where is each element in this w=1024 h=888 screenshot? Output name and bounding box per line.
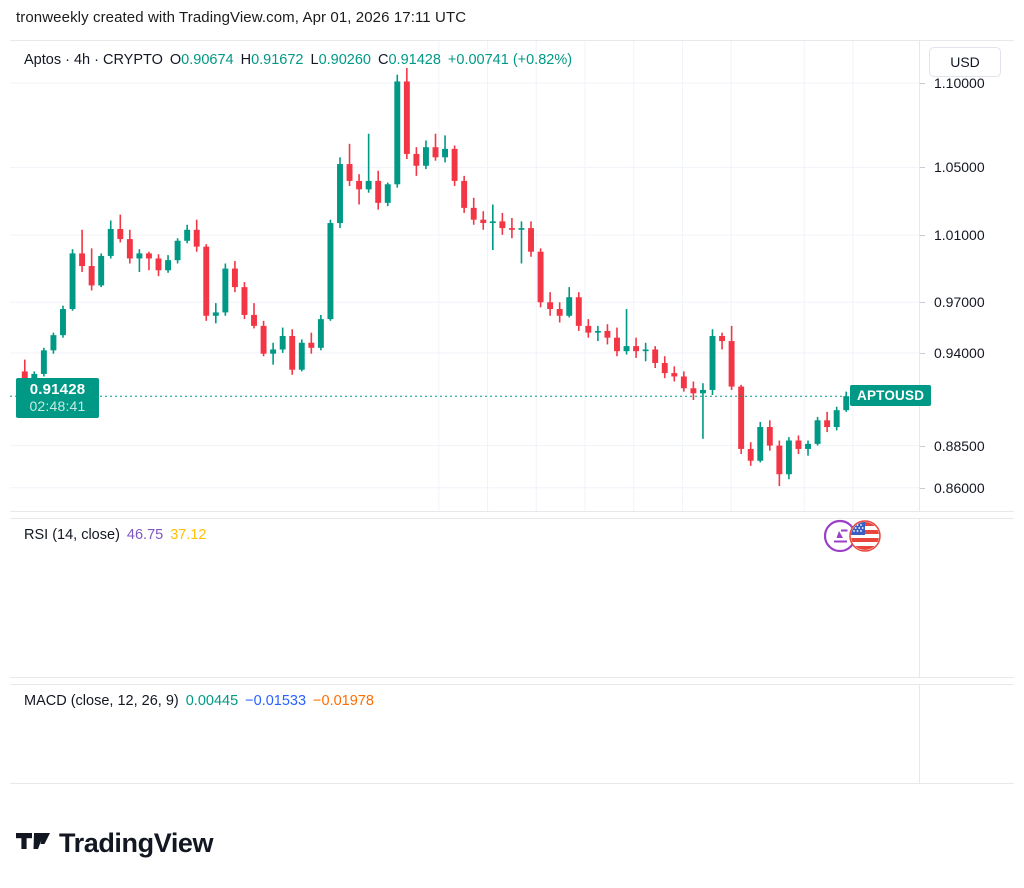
- price-axis-tick: [920, 83, 925, 85]
- bar-countdown: 02:48:41: [29, 398, 86, 415]
- currency-unit-label: USD: [950, 54, 980, 70]
- price-tick-label: 0.88500: [934, 437, 985, 454]
- chart-frame: 1.10000 1.05000 1.01000 0.97000 0.94000 0.885…: [10, 40, 1014, 815]
- price-tick-label: 0.94000: [934, 344, 985, 361]
- attribution-bar: tronweekly created with TradingView.com,…: [0, 0, 1024, 34]
- price-tick-label: 1.05000: [934, 159, 985, 176]
- ticker-tag: APTOUSD: [850, 385, 932, 407]
- price-panel[interactable]: 1.10000 1.05000 1.01000 0.97000 0.94000 0.885…: [10, 40, 1014, 553]
- price-plot-area[interactable]: [10, 41, 919, 511]
- us-flag-icon: [849, 520, 881, 552]
- rsi-plot-area[interactable]: [10, 519, 919, 677]
- rsi-axis[interactable]: [919, 519, 1014, 677]
- price-axis-tick: [920, 234, 925, 236]
- tradingview-logo-icon: [16, 830, 50, 857]
- price-axis[interactable]: 1.10000 1.05000 1.01000 0.97000 0.94000 0.885…: [919, 41, 1014, 511]
- rsi-chart[interactable]: [10, 519, 919, 677]
- macd-plot-area[interactable]: [10, 685, 919, 783]
- price-tick-label: 0.97000: [934, 294, 985, 311]
- candlestick-chart[interactable]: [10, 41, 919, 511]
- price-axis-tick: [920, 445, 925, 447]
- macd-chart[interactable]: [10, 685, 919, 783]
- price-tick-label: 1.10000: [934, 75, 985, 92]
- macd-panel[interactable]: MACD (close, 12, 26, 9) 0.00445 −0.01533…: [10, 684, 1014, 784]
- macd-axis[interactable]: [919, 685, 1014, 783]
- currency-unit-box[interactable]: USD: [929, 47, 1001, 77]
- attribution-text: tronweekly created with TradingView.com,…: [16, 8, 467, 26]
- price-axis-tick: [920, 487, 925, 489]
- tradingview-wordmark: TradingView: [59, 828, 214, 858]
- price-axis-tick: [920, 352, 925, 354]
- asset-icons: [823, 519, 885, 553]
- last-price-value: 0.91428: [29, 381, 86, 399]
- price-axis-tick: [920, 167, 925, 169]
- tradingview-footer: TradingView: [16, 828, 214, 859]
- price-axis-tick: [920, 302, 925, 304]
- last-price-badge: 0.91428 02:48:41: [16, 378, 99, 419]
- price-tick-label: 1.01000: [934, 226, 985, 243]
- time-axis[interactable]: [10, 784, 919, 808]
- price-tick-label: 0.86000: [934, 479, 985, 496]
- aptos-logo-icon: [823, 519, 857, 553]
- ticker-tag-label: APTOUSD: [857, 388, 925, 404]
